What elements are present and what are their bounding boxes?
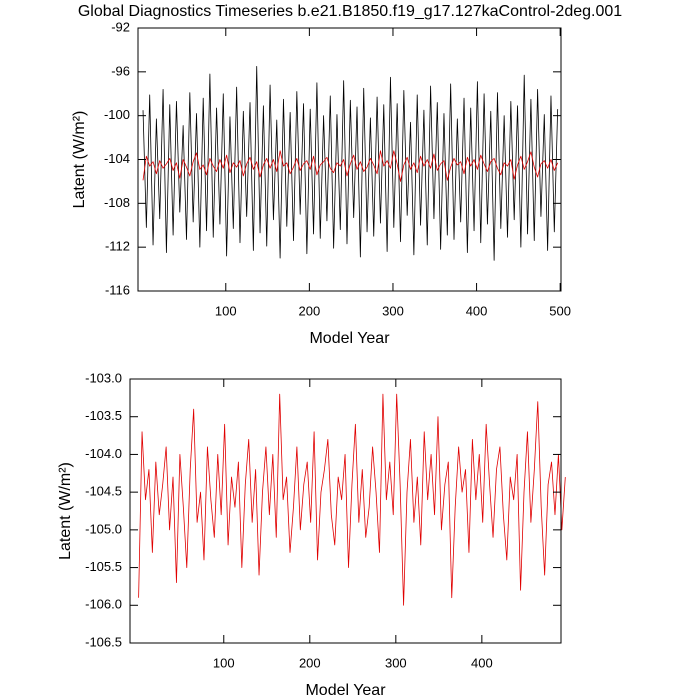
y-tick-label: -103.0 (85, 370, 122, 385)
y-tick-label: -104.0 (85, 446, 122, 461)
x-axis-label: Model Year (309, 330, 390, 347)
x-tick-label: 200 (299, 655, 321, 670)
y-tick-label: -100 (104, 107, 130, 122)
x-tick-label: 100 (213, 655, 235, 670)
x-tick-label: 300 (382, 303, 404, 318)
x-tick-label: 500 (549, 303, 571, 318)
y-tick-label: -108 (104, 195, 130, 210)
plot-frame (129, 378, 562, 644)
chart-title: Global Diagnostics Timeseries b.e21.B185… (78, 3, 622, 20)
x-tick-label: 400 (471, 655, 493, 670)
data-line (142, 150, 559, 182)
y-tick-label: -105.0 (85, 521, 122, 536)
data-line (138, 393, 566, 606)
y-tick-label: -105.5 (85, 559, 122, 574)
y-tick-label: -112 (105, 239, 130, 254)
y-tick-label: -116 (105, 282, 130, 297)
y-tick-label: -96 (111, 63, 130, 78)
data-line (142, 65, 559, 261)
x-tick-label: 100 (215, 303, 237, 318)
x-tick-label: 300 (385, 655, 407, 670)
y-tick-label: -106.5 (85, 634, 122, 649)
y-tick-label: -104 (104, 151, 130, 166)
y-axis-label: Latent (W/m²) (57, 462, 74, 560)
x-tick-label: 200 (299, 303, 321, 318)
y-axis-label: Latent (W/m²) (71, 111, 88, 209)
y-tick-label: -106.0 (85, 597, 122, 612)
y-tick-label: -103.5 (85, 408, 122, 423)
x-axis-label: Model Year (305, 682, 386, 699)
x-tick-label: 400 (466, 303, 488, 318)
y-tick-label: -104.5 (85, 484, 122, 499)
y-tick-label: -92 (111, 19, 130, 34)
